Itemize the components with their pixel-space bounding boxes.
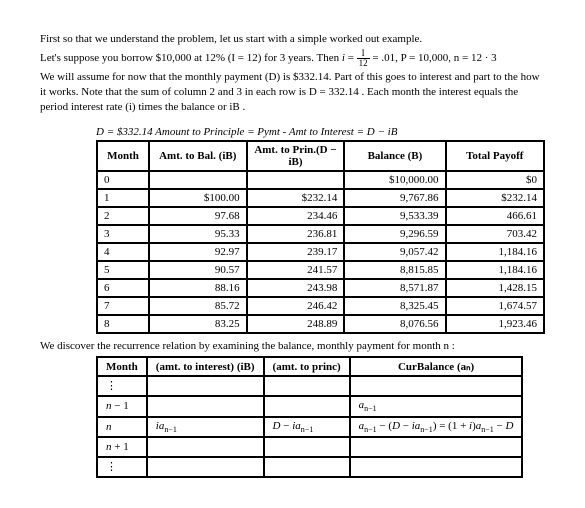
cell — [149, 171, 247, 189]
col-month: Month — [97, 141, 149, 171]
cell: 1,674.57 — [446, 297, 544, 315]
intro-2d: = .01, P = 10,000, n = 12 · 3 — [372, 52, 496, 64]
cell: 9,533.39 — [344, 207, 445, 225]
cell: 1,923.46 — [446, 315, 544, 333]
cell: 6 — [97, 279, 149, 297]
table1-title-b: Amount to Principle = Pymt - Amt to Inte… — [153, 126, 398, 138]
cell-recur: an−1 − (D − ian−1) = (1 + i)an−1 − D — [350, 417, 523, 437]
col-amt-bal: Amt. to Bal. (iB) — [149, 141, 247, 171]
col2-princ: (amt. to princ) — [264, 357, 350, 376]
cell: 4 — [97, 243, 149, 261]
fraction: I 12 — [357, 49, 370, 68]
intro-line-1: First so that we understand the problem,… — [40, 32, 545, 47]
cell: 1,428.15 — [446, 279, 544, 297]
cell: $10,000.00 — [344, 171, 445, 189]
cell: 8,571.87 — [344, 279, 445, 297]
table-row: n ian−1 D − ian−1 an−1 − (D − ian−1) = (… — [97, 417, 522, 437]
cell: 246.42 — [247, 297, 345, 315]
cell: 95.33 — [149, 225, 247, 243]
cell: 234.46 — [247, 207, 345, 225]
cell: 2 — [97, 207, 149, 225]
table-row: 590.57241.578,815.851,184.16 — [97, 261, 544, 279]
table1-title-a: D = $332.14 — [96, 126, 153, 138]
table-row: 1$100.00$232.149,767.86$232.14 — [97, 189, 544, 207]
intro-2b: i — [342, 52, 345, 64]
table-row: ⋮ — [97, 457, 522, 477]
cell: 1 — [97, 189, 149, 207]
cell: 5 — [97, 261, 149, 279]
cell: 8,325.45 — [344, 297, 445, 315]
cell: 8 — [97, 315, 149, 333]
col-balance: Balance (B) — [344, 141, 445, 171]
table-row: n + 1 — [97, 437, 522, 457]
table1-title: D = $332.14 Amount to Principle = Pymt -… — [96, 126, 545, 138]
fraction-den: 12 — [357, 59, 370, 68]
intro-block: First so that we understand the problem,… — [40, 32, 545, 114]
table-row: 0 $10,000.00$0 — [97, 171, 544, 189]
cell-a-n-1: an−1 — [350, 396, 523, 416]
cell: 0 — [97, 171, 149, 189]
table-row: 297.68234.469,533.39466.61 — [97, 207, 544, 225]
amortization-head: Month Amt. to Bal. (iB) Amt. to Prin.(D … — [97, 141, 544, 171]
cell: $232.14 — [446, 189, 544, 207]
col-payoff: Total Payoff — [446, 141, 544, 171]
cell: 3 — [97, 225, 149, 243]
cell: 8,076.56 — [344, 315, 445, 333]
cell: 90.57 — [149, 261, 247, 279]
vdots: ⋮ — [97, 376, 147, 396]
table-row: 688.16243.988,571.871,428.15 — [97, 279, 544, 297]
intro-line-3: We will assume for now that the monthly … — [40, 70, 545, 115]
amortization-body: 0$10,000.00$01$100.00$232.149,767.86$232… — [97, 171, 544, 333]
cell: 241.57 — [247, 261, 345, 279]
col2-curbal: CurBalance (aₙ) — [350, 357, 523, 376]
cell-n: n — [97, 417, 147, 437]
table-row: 395.33236.819,296.59703.42 — [97, 225, 544, 243]
cell: 9,767.86 — [344, 189, 445, 207]
col-amt-prin: Amt. to Prin.(D − iB) — [247, 141, 345, 171]
cell: 248.89 — [247, 315, 345, 333]
cell: 8,815.85 — [344, 261, 445, 279]
cell: 466.61 — [446, 207, 544, 225]
table-row: n − 1 an−1 — [97, 396, 522, 416]
intro-line-2: Let's suppose you borrow $10,000 at 12% … — [40, 49, 545, 68]
cell: 236.81 — [247, 225, 345, 243]
intro-2a: Let's suppose you borrow $10,000 at 12% … — [40, 52, 342, 64]
cell-d-ia: D − ian−1 — [264, 417, 350, 437]
cell — [247, 171, 345, 189]
col2-interest: (amt. to interest) (iB) — [147, 357, 264, 376]
cell-n-1: n − 1 — [97, 396, 147, 416]
table-row: 785.72246.428,325.451,674.57 — [97, 297, 544, 315]
recurrence-table: Month (amt. to interest) (iB) (amt. to p… — [96, 356, 523, 477]
cell: 243.98 — [247, 279, 345, 297]
table-row: 883.25248.898,076.561,923.46 — [97, 315, 544, 333]
cell: 88.16 — [149, 279, 247, 297]
cell: 1,184.16 — [446, 243, 544, 261]
cell: $232.14 — [247, 189, 345, 207]
cell: 9,057.42 — [344, 243, 445, 261]
recurrence-note: We discover the recurrence relation by e… — [40, 340, 545, 352]
cell: 92.97 — [149, 243, 247, 261]
cell: 239.17 — [247, 243, 345, 261]
cell: 7 — [97, 297, 149, 315]
cell: 85.72 — [149, 297, 247, 315]
cell: 83.25 — [149, 315, 247, 333]
table-row: ⋮ — [97, 376, 522, 396]
table-row: 492.97239.179,057.421,184.16 — [97, 243, 544, 261]
cell-n+1: n + 1 — [97, 437, 147, 457]
cell: $0 — [446, 171, 544, 189]
intro-2c: = — [348, 52, 357, 64]
cell: 1,184.16 — [446, 261, 544, 279]
cell: $100.00 — [149, 189, 247, 207]
cell: 9,296.59 — [344, 225, 445, 243]
amortization-table: Month Amt. to Bal. (iB) Amt. to Prin.(D … — [96, 140, 545, 334]
cell: 703.42 — [446, 225, 544, 243]
vdots: ⋮ — [97, 457, 147, 477]
cell-ia: ian−1 — [147, 417, 264, 437]
cell: 97.68 — [149, 207, 247, 225]
col2-month: Month — [97, 357, 147, 376]
